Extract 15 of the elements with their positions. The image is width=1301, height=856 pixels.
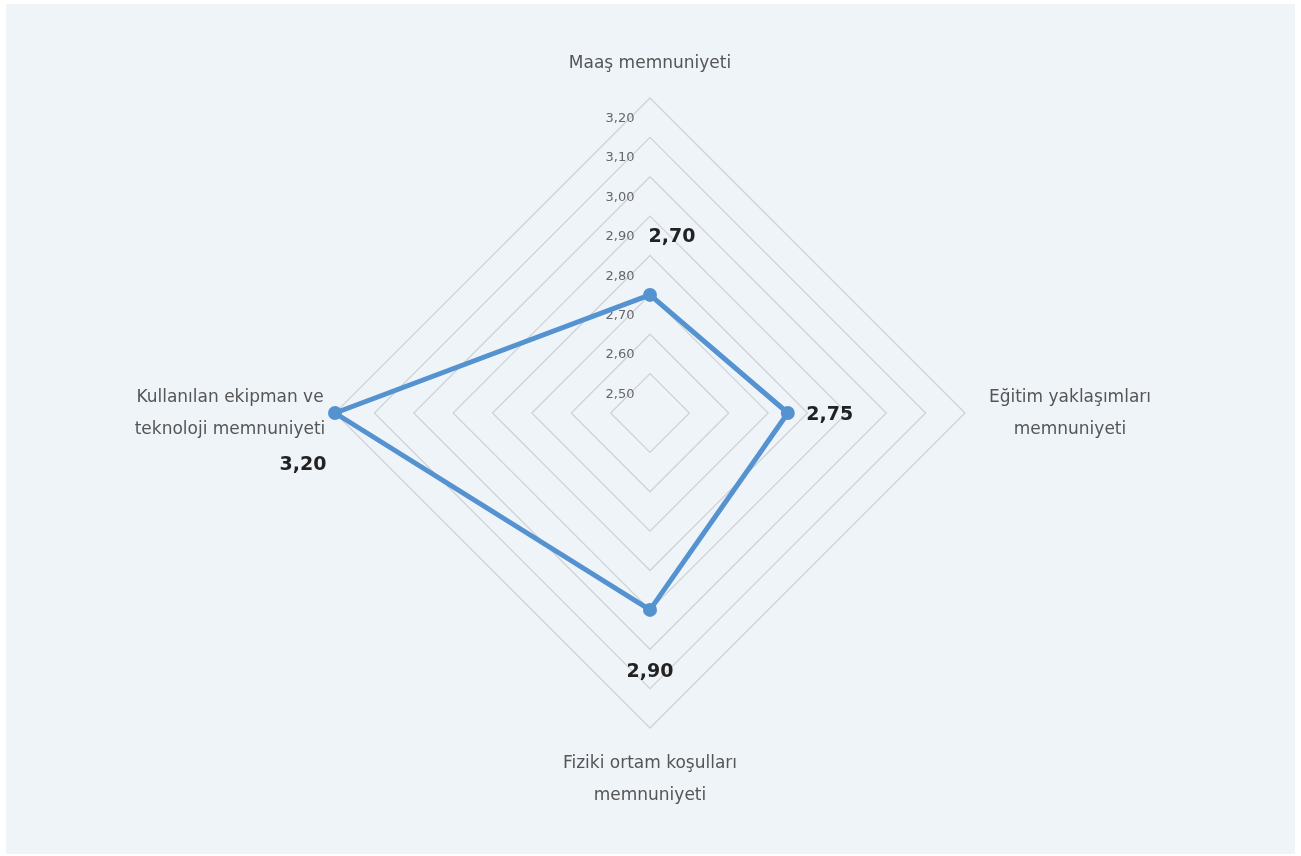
data-label: 2,90 — [626, 658, 674, 681]
y-tick-label: 2,80 — [605, 267, 635, 283]
data-label: 2,75 — [806, 402, 854, 424]
y-tick-label: 2,50 — [605, 385, 635, 401]
data-label: 2,70 — [648, 223, 696, 246]
y-tick-label: 3,20 — [605, 110, 635, 125]
data-label: 3,20 — [279, 452, 327, 474]
spoke-label: Eğitim yaklaşımları memnuniyeti — [988, 386, 1152, 438]
y-tick-label: 2,90 — [605, 228, 635, 244]
spoke-label: Kullanılan ekipman ve teknoloji memnuniyeti — [134, 386, 326, 438]
y-tick-label: 3,10 — [605, 149, 635, 165]
y-tick-label: 3,00 — [605, 188, 635, 204]
spoke-label: Fiziki ortam koşulları memnuniyeti — [562, 752, 738, 804]
y-tick-label: 2,60 — [605, 346, 635, 362]
spoke-label: Maaş memnuniyeti — [568, 52, 732, 72]
